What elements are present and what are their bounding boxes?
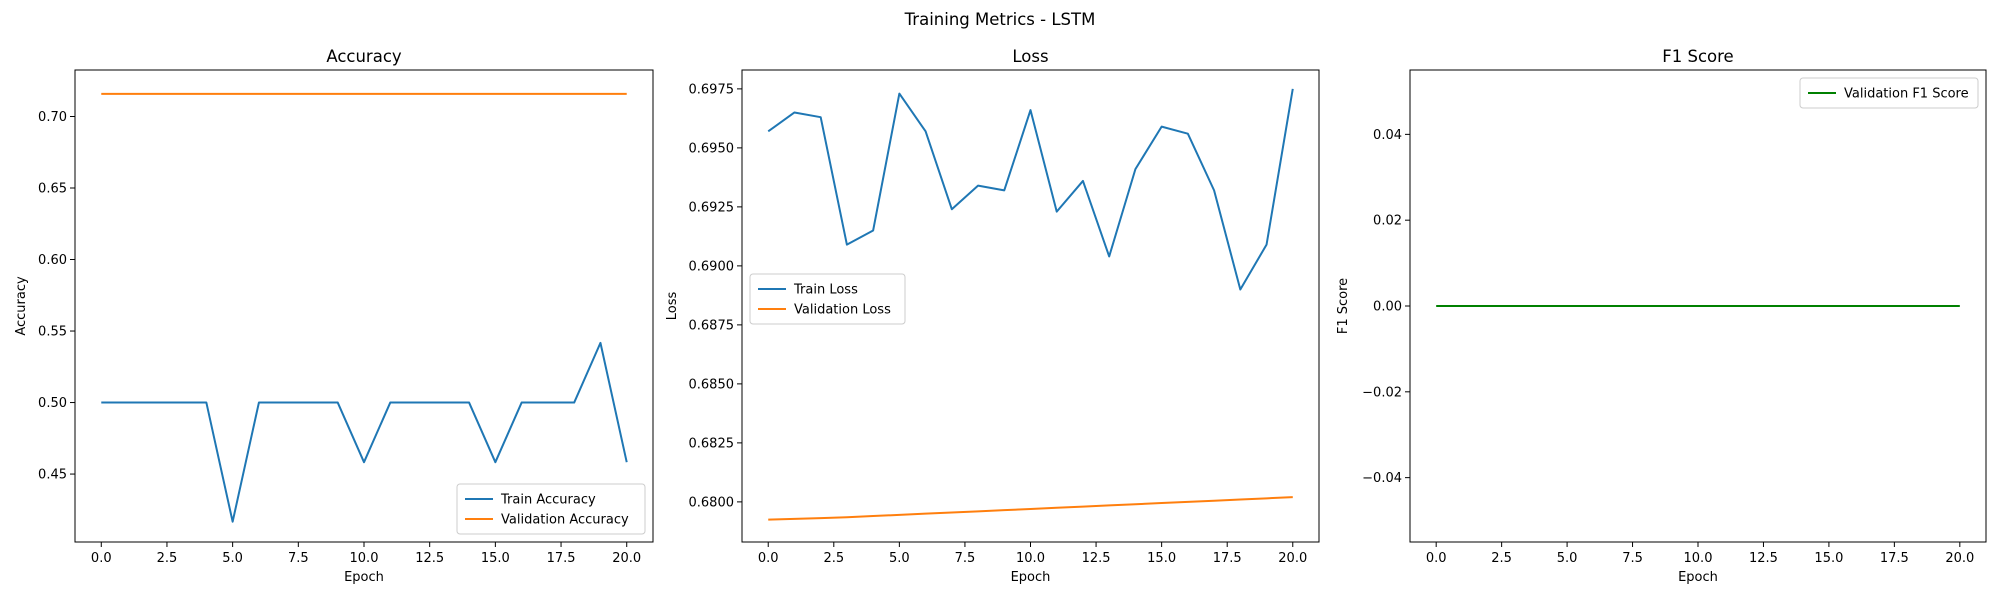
y-tick-label: −0.04 xyxy=(1362,471,1402,486)
subplot-title: Loss xyxy=(1012,47,1048,66)
figure-suptitle: Training Metrics - LSTM xyxy=(904,10,1096,29)
x-axis-label: Epoch xyxy=(344,570,384,585)
x-tick-label: 10.0 xyxy=(1016,551,1045,566)
y-tick-label: 0.00 xyxy=(1373,300,1402,315)
x-tick-label: 20.0 xyxy=(1278,551,1307,566)
y-tick-label: 0.6800 xyxy=(689,495,735,510)
x-tick-label: 12.5 xyxy=(1082,551,1111,566)
x-tick-label: 7.5 xyxy=(288,551,309,566)
y-tick-label: 0.55 xyxy=(38,325,67,340)
series-line-validation-loss xyxy=(768,496,1293,521)
y-tick-label: 0.6925 xyxy=(689,200,735,215)
y-tick-label: 0.6875 xyxy=(689,318,735,333)
x-tick-label: 15.0 xyxy=(481,551,510,566)
legend: Train Accuracy Validation Accuracy xyxy=(456,483,646,535)
legend-label: Validation Loss xyxy=(794,303,891,318)
subplot-loss: Loss 0.0 2.5 5.0 7.5 10.0 12.5 15.0 17.5 20.0 0.68… xyxy=(665,47,1320,585)
subplots-container: Accuracy 0.0 2.5 5.0 7.5 10.0 12.5 15.0 17.5 20.0… xyxy=(14,47,1987,585)
legend: Validation F1 Score xyxy=(1799,77,1979,109)
y-tick-label: 0.02 xyxy=(1373,214,1402,229)
x-tick-label: 7.5 xyxy=(955,551,976,566)
x-tick-label: 20.0 xyxy=(612,551,641,566)
y-axis-label: F1 Score xyxy=(1336,278,1351,334)
subplot-accuracy: Accuracy 0.0 2.5 5.0 7.5 10.0 12.5 15.0 17.5 20.0… xyxy=(14,47,654,585)
x-tick-label: 5.0 xyxy=(222,551,243,566)
x-tick-label: 2.5 xyxy=(157,551,178,566)
y-tick-label: 0.6900 xyxy=(689,259,735,274)
y-tick-label: 0.6850 xyxy=(689,377,735,392)
series-line-train-loss xyxy=(767,88,1294,291)
y-tick-label: 0.45 xyxy=(38,468,67,483)
subplot-title: Accuracy xyxy=(326,47,402,66)
x-tick-label: 10.0 xyxy=(350,551,379,566)
subplot-title: F1 Score xyxy=(1662,47,1733,66)
y-tick-label: 0.60 xyxy=(38,253,67,268)
legend-box xyxy=(1799,77,1979,109)
legend-label: Train Loss xyxy=(793,283,858,298)
legend-box xyxy=(456,483,646,535)
legend: Train Loss Validation Loss xyxy=(749,273,906,325)
x-tick-label: 10.0 xyxy=(1684,551,1713,566)
legend-label: Validation F1 Score xyxy=(1844,87,1969,102)
legend-label: Train Accuracy xyxy=(500,493,596,508)
x-axis-label: Epoch xyxy=(1011,570,1051,585)
x-tick-label: 5.0 xyxy=(889,551,910,566)
y-tick-label: 0.50 xyxy=(38,396,67,411)
y-tick-label: −0.02 xyxy=(1362,385,1402,400)
legend-label: Validation Accuracy xyxy=(501,513,629,528)
y-tick-label: 0.04 xyxy=(1373,128,1402,143)
x-tick-label: 0.0 xyxy=(1426,551,1447,566)
x-tick-label: 0.0 xyxy=(758,551,779,566)
x-tick-label: 15.0 xyxy=(1814,551,1843,566)
x-tick-label: 0.0 xyxy=(91,551,112,566)
y-axis-label: Loss xyxy=(665,292,680,321)
x-tick-label: 20.0 xyxy=(1945,551,1974,566)
x-tick-label: 17.5 xyxy=(1880,551,1909,566)
series-line-train-accuracy xyxy=(101,341,628,523)
x-tick-label: 12.5 xyxy=(415,551,444,566)
y-tick-label: 0.65 xyxy=(38,182,67,197)
x-axis-label: Epoch xyxy=(1678,570,1718,585)
y-tick-label: 0.6975 xyxy=(689,82,735,97)
x-tick-label: 12.5 xyxy=(1749,551,1778,566)
y-tick-label: 0.6950 xyxy=(689,141,735,156)
legend-box xyxy=(749,273,906,325)
axes-frame xyxy=(74,69,654,543)
x-tick-label: 2.5 xyxy=(823,551,844,566)
y-tick-label: 0.6825 xyxy=(689,436,735,451)
x-tick-label: 2.5 xyxy=(1491,551,1512,566)
x-tick-label: 17.5 xyxy=(547,551,576,566)
x-tick-label: 7.5 xyxy=(1622,551,1643,566)
y-tick-label: 0.70 xyxy=(38,110,67,125)
x-tick-label: 17.5 xyxy=(1213,551,1242,566)
subplot-f1-score: F1 Score 0.0 2.5 5.0 7.5 10.0 12.5 15.0 17.5 20.0… xyxy=(1336,47,1987,585)
x-tick-label: 5.0 xyxy=(1557,551,1578,566)
y-axis-label: Accuracy xyxy=(14,276,29,336)
x-tick-label: 15.0 xyxy=(1147,551,1176,566)
